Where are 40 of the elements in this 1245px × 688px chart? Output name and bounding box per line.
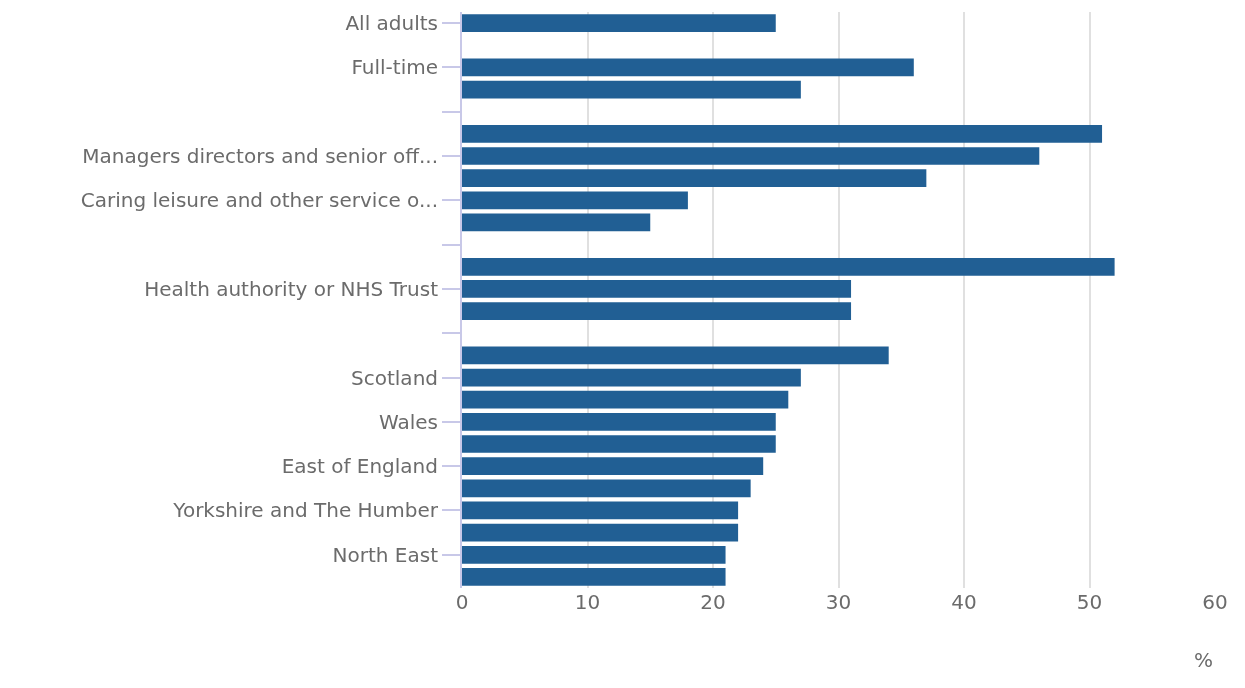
- bar: [462, 435, 776, 453]
- bar: [462, 124, 1103, 143]
- bar: [462, 568, 726, 586]
- bar: [462, 169, 927, 188]
- bar: [462, 280, 852, 298]
- bar: [462, 80, 801, 99]
- bar: [462, 412, 776, 431]
- x-tick-label: 10: [574, 590, 601, 614]
- y-tick-label: Health authority or NHS Trust: [144, 276, 439, 301]
- y-tick-label: Caring leisure and other service o...: [80, 188, 438, 213]
- y-tick-label: All adults: [345, 11, 438, 36]
- bar: [462, 213, 651, 232]
- bar: [462, 390, 789, 409]
- bar: [462, 302, 852, 320]
- y-tick-label: Managers directors and senior off...: [82, 144, 438, 168]
- bar: [462, 501, 739, 520]
- x-tick-label: 30: [825, 590, 852, 614]
- x-tick-label: 50: [1076, 590, 1103, 614]
- y-tick-label: Scotland: [351, 365, 438, 390]
- bar: [462, 191, 688, 210]
- x-tick-label: 60: [1202, 590, 1228, 614]
- x-tick-label: 20: [700, 590, 726, 614]
- y-tick-label: Full-time: [351, 55, 438, 80]
- bar: [462, 479, 751, 498]
- bar: [462, 523, 739, 542]
- y-tick-label: Yorkshire and The Humber: [172, 498, 439, 523]
- bar: [462, 457, 764, 476]
- bar: [462, 147, 1040, 165]
- x-tick-label: 0: [455, 590, 469, 614]
- x-axis-title: %: [1194, 648, 1214, 672]
- bar: [462, 346, 889, 365]
- bar: [462, 58, 914, 77]
- y-tick-label: North East: [332, 542, 439, 567]
- bar: [462, 14, 776, 32]
- bar: [462, 257, 1115, 276]
- bar: [462, 545, 726, 564]
- x-tick-label: 40: [951, 590, 977, 614]
- bar: [462, 368, 801, 387]
- y-tick-label: Wales: [378, 409, 438, 434]
- y-tick-label: East of England: [281, 454, 438, 479]
